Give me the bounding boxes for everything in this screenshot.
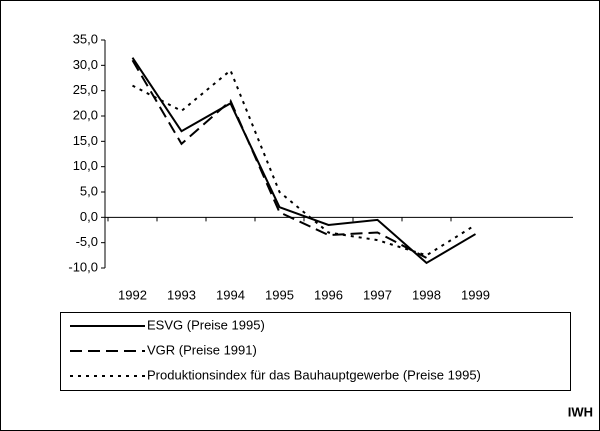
y-tick-label: 20,0 (73, 107, 98, 122)
y-tick-label: 0,0 (80, 209, 98, 224)
y-tick-label: 15,0 (73, 133, 98, 148)
x-tick-label: 1992 (118, 287, 147, 302)
source: IWH (568, 404, 593, 419)
series-line (131, 57, 477, 265)
y-tick-label: 5,0 (80, 183, 98, 198)
x-tick-label: 1995 (265, 287, 294, 302)
x-tick-label: 1996 (314, 287, 343, 302)
x-tick-label: 1994 (216, 287, 245, 302)
x-tick-label: 1997 (363, 287, 392, 302)
series-line (132, 68, 477, 257)
y-tick-label: 25,0 (73, 82, 98, 97)
y-tick-label: 10,0 (73, 158, 98, 173)
y-tick-label: 30,0 (73, 57, 98, 72)
legend-label: VGR (Preise 1991) (147, 342, 257, 357)
legend-label: ESVG (Preise 1995) (147, 317, 265, 332)
legend-label: Produktionsindex für das Bauhauptgewerbe… (147, 367, 481, 382)
y-tick-label: 35,0 (73, 31, 98, 46)
y-tick-label: -10,0 (68, 259, 98, 274)
legend-box (60, 312, 571, 391)
series-line (131, 59, 427, 259)
x-tick-label: 1998 (412, 287, 441, 302)
y-tick-label: -5,0 (76, 234, 98, 249)
x-tick-label: 1993 (167, 287, 196, 302)
x-tick-label: 1999 (461, 287, 490, 302)
